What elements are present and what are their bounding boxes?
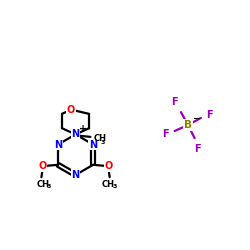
Text: B: B bbox=[184, 120, 192, 130]
Text: N: N bbox=[54, 140, 62, 149]
Text: O: O bbox=[104, 161, 112, 171]
Text: O: O bbox=[38, 161, 47, 171]
Text: −: − bbox=[192, 114, 199, 122]
Text: N: N bbox=[72, 170, 80, 180]
Text: F: F bbox=[194, 144, 201, 154]
Text: F: F bbox=[206, 110, 213, 120]
Text: F: F bbox=[162, 128, 169, 138]
Text: 3: 3 bbox=[47, 184, 51, 189]
Text: N: N bbox=[89, 140, 97, 149]
Text: +: + bbox=[79, 124, 87, 134]
Text: CH: CH bbox=[36, 180, 49, 189]
Text: F: F bbox=[171, 96, 178, 106]
Text: CH: CH bbox=[94, 134, 107, 143]
Text: 3: 3 bbox=[112, 184, 117, 189]
Text: O: O bbox=[67, 105, 75, 115]
Text: CH: CH bbox=[102, 180, 115, 189]
Text: N: N bbox=[72, 130, 80, 140]
Text: 3: 3 bbox=[101, 140, 105, 145]
